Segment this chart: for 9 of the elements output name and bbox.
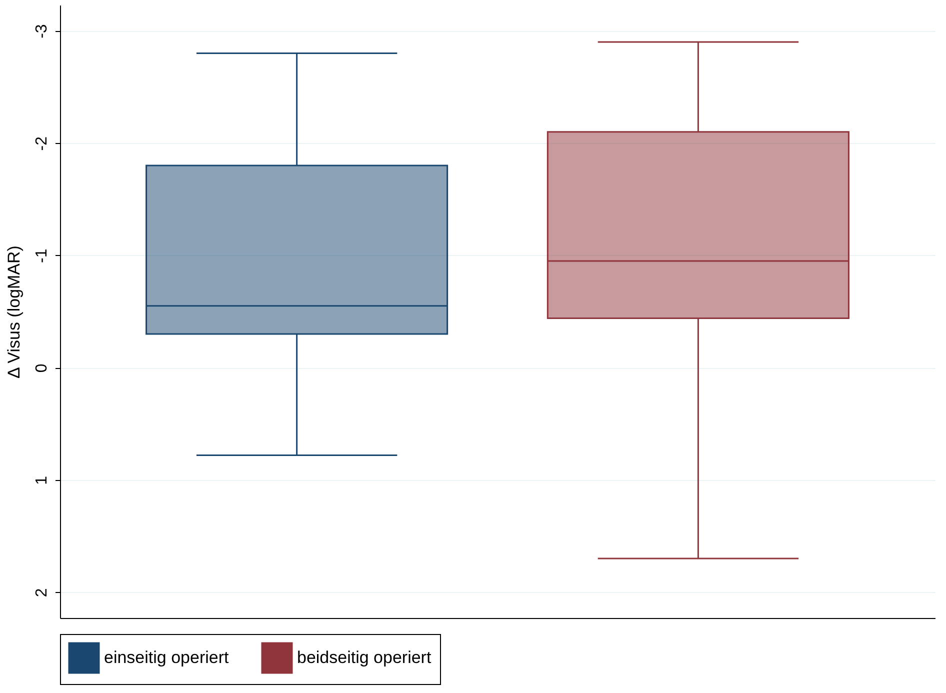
y-tick-label: 2 bbox=[34, 588, 50, 598]
y-tick-label: -2 bbox=[34, 136, 50, 151]
y-tick-label: 1 bbox=[34, 476, 50, 485]
y-tick-label: -3 bbox=[34, 24, 50, 38]
y-tick-label: 0 bbox=[34, 364, 50, 373]
y-tick-label: -1 bbox=[34, 248, 50, 263]
legend-label: einseitig operiert bbox=[104, 648, 230, 667]
legend-label: beidseitig operiert bbox=[297, 648, 432, 667]
y-axis-title: Δ Visus (logMAR) bbox=[4, 246, 24, 378]
